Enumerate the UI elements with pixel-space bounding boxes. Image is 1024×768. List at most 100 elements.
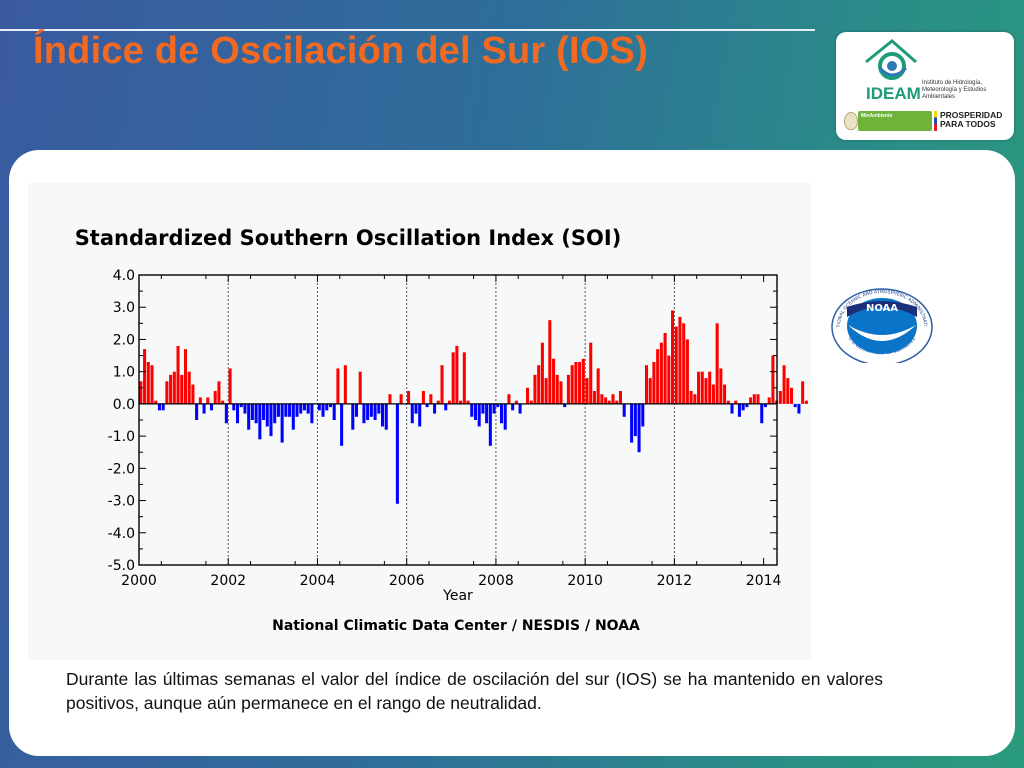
bar (622, 403, 626, 417)
chart-source: National Climatic Data Center / NESDIS /… (272, 618, 640, 634)
bar (221, 400, 225, 404)
y-tick-label: 2.0 (113, 332, 135, 348)
bar (276, 403, 280, 417)
bar (451, 352, 455, 404)
bar (644, 365, 649, 404)
bar (150, 365, 154, 404)
bar (410, 403, 414, 424)
bar (250, 403, 254, 420)
bar (302, 403, 306, 411)
bar (563, 403, 567, 408)
bar (596, 368, 600, 404)
bar (343, 365, 347, 404)
bar (228, 368, 232, 404)
bar (611, 394, 615, 404)
bar (526, 387, 530, 404)
x-axis-label: Year (442, 588, 473, 604)
bar (801, 381, 805, 404)
bar (328, 403, 332, 408)
bar (537, 365, 541, 404)
bar (637, 403, 641, 453)
bar (172, 371, 176, 404)
x-tick-label: 2006 (389, 573, 425, 589)
bar (354, 403, 359, 417)
bar (191, 384, 195, 404)
bar (581, 358, 585, 404)
bar (697, 371, 701, 404)
bar (444, 403, 448, 411)
bar (176, 345, 180, 404)
noaa-logo: NATIONAL OCEANIC AND ATMOSPHERIC ADMINIS… (816, 281, 946, 366)
bar (455, 345, 459, 404)
bar (618, 391, 622, 404)
bar (511, 403, 515, 411)
colombia-seal-icon (844, 112, 858, 130)
bar (671, 310, 675, 404)
bar (332, 403, 336, 420)
bar (440, 365, 444, 404)
bar (369, 403, 373, 417)
bar (659, 342, 663, 404)
bar (589, 342, 593, 404)
colombia-flag-bar (934, 111, 937, 131)
bar (436, 400, 440, 404)
bar (630, 403, 634, 443)
slide-title: Índice de Oscilación del Sur (IOS) (33, 30, 648, 72)
bar (421, 391, 425, 404)
bar (280, 403, 284, 443)
ministry-name: MinAmbiente (861, 113, 893, 119)
slide-caption: Durante las últimas semanas el valor del… (66, 669, 883, 713)
ministry-logo: MinAmbiente (858, 111, 932, 131)
bar (198, 397, 202, 404)
bar (767, 397, 771, 404)
y-tick-label: -1.0 (108, 429, 135, 445)
bar (793, 403, 797, 408)
bar (797, 403, 801, 414)
bar (299, 403, 303, 414)
bar (682, 323, 686, 404)
ideam-full-name: Instituto de Hidrología, Meteorología y … (922, 80, 987, 100)
bar (377, 403, 381, 414)
prosperity-logo: PROSPERIDAD PARA TODOS (940, 110, 1003, 129)
x-tick-label: 2008 (478, 573, 514, 589)
bar (388, 394, 392, 404)
bar (782, 365, 786, 404)
bar (209, 403, 214, 411)
x-tick-label: 2012 (657, 573, 693, 589)
x-tick-label: 2010 (567, 573, 603, 589)
ideam-logo-icon (865, 39, 917, 80)
bar (667, 355, 671, 404)
bar (265, 403, 269, 427)
bar (161, 403, 165, 411)
bar (786, 378, 790, 404)
soi-chart-svg: Standardized Southern Oscillation Index … (75, 226, 808, 634)
noaa-globe (847, 298, 917, 354)
bar (578, 362, 582, 404)
bar (425, 403, 429, 408)
bar (473, 403, 477, 420)
bar (771, 355, 775, 404)
bar (288, 403, 292, 417)
bar (485, 403, 489, 424)
ideam-logo-box: IDEAM Instituto de Hidrología, Meteorolo… (836, 32, 1014, 140)
bar (600, 394, 604, 404)
title-underline (0, 29, 815, 31)
bar (566, 374, 570, 404)
bar (726, 400, 730, 404)
bar (247, 403, 251, 430)
bar (284, 403, 288, 417)
bar (719, 368, 723, 404)
bar (789, 387, 794, 404)
bar (187, 371, 191, 404)
bar (232, 403, 236, 411)
bar (418, 403, 422, 427)
bar (358, 371, 362, 404)
chart-title: Standardized Southern Oscillation Index … (75, 226, 622, 250)
bar (429, 394, 433, 404)
bar (585, 378, 589, 404)
bar (310, 403, 314, 424)
y-tick-label: -4.0 (108, 526, 135, 542)
bar (555, 374, 559, 404)
bar (262, 403, 266, 420)
bar (507, 394, 511, 404)
